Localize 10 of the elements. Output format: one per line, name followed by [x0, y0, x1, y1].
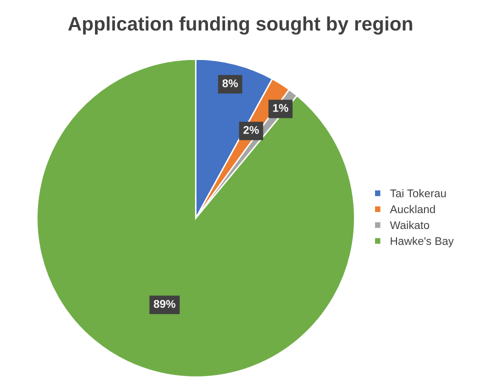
data-label: 2%: [243, 126, 259, 134]
data-label: 89%: [154, 300, 176, 308]
legend-label: Hawke's Bay: [390, 236, 454, 248]
legend-label: Waikato: [390, 220, 430, 230]
pie-slice: [36, 58, 356, 378]
data-label: 8%: [222, 79, 238, 88]
legend-label: Tai Tokerau: [390, 189, 446, 198]
chart-title: Application funding sought by region: [68, 16, 412, 35]
legend-label: Auckland: [390, 205, 435, 214]
data-label: 1%: [273, 104, 288, 112]
